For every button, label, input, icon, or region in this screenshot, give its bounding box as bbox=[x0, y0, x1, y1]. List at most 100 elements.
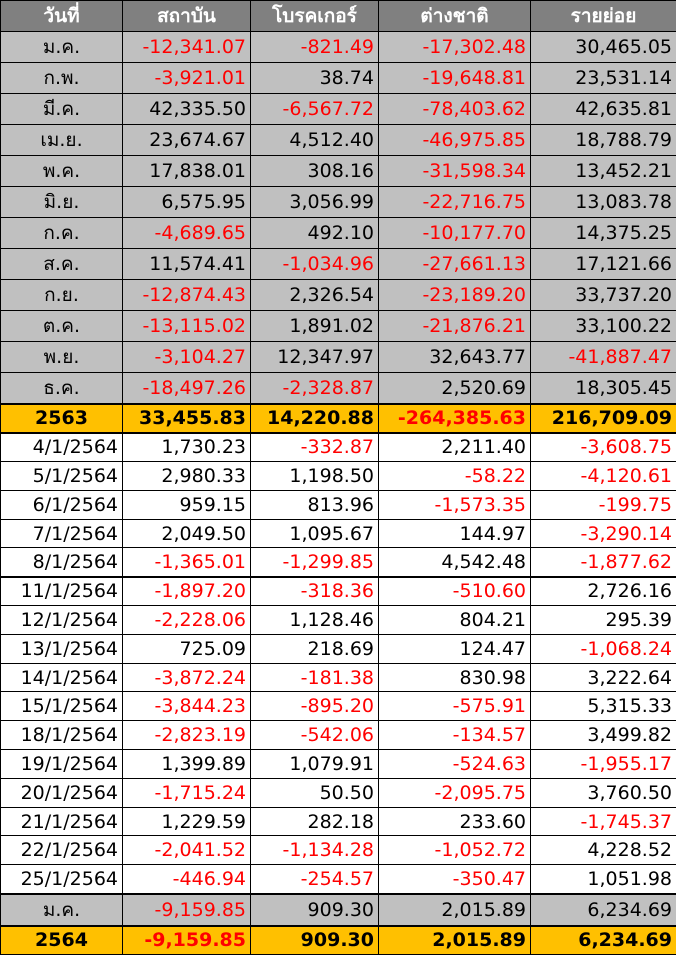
cell-value: -4,120.61 bbox=[531, 462, 676, 491]
row-label: 7/1/2564 bbox=[1, 519, 123, 548]
cell-value: 909.30 bbox=[251, 926, 379, 955]
cell-value: -3,290.14 bbox=[531, 519, 676, 548]
row-label: เม.ย. bbox=[1, 125, 123, 156]
cell-value: -542.06 bbox=[251, 721, 379, 750]
cell-value: 3,056.99 bbox=[251, 187, 379, 218]
cell-value: 6,234.69 bbox=[531, 894, 676, 926]
cell-value: -9,159.85 bbox=[123, 926, 251, 955]
cell-value: 3,760.50 bbox=[531, 778, 676, 807]
cell-value: -181.38 bbox=[251, 663, 379, 692]
cell-value: -199.75 bbox=[531, 490, 676, 519]
cell-value: -12,874.43 bbox=[123, 280, 251, 311]
cell-value: 1,891.02 bbox=[251, 311, 379, 342]
cell-value: 1,730.23 bbox=[123, 433, 251, 462]
cell-value: 2,015.89 bbox=[379, 894, 531, 926]
cell-value: 2,211.40 bbox=[379, 433, 531, 462]
row-label: 13/1/2564 bbox=[1, 634, 123, 663]
cell-value: 1,229.59 bbox=[123, 807, 251, 836]
row-label: ม.ค. bbox=[1, 32, 123, 63]
cell-value: 2,326.54 bbox=[251, 280, 379, 311]
cell-value: 725.09 bbox=[123, 634, 251, 663]
cell-value: 3,499.82 bbox=[531, 721, 676, 750]
cell-value: -895.20 bbox=[251, 692, 379, 721]
header-row: วันที่สถาบันโบรคเกอร์ต่างชาติรายย่อย bbox=[1, 1, 676, 32]
column-header: โบรคเกอร์ bbox=[251, 1, 379, 32]
row-label: 5/1/2564 bbox=[1, 462, 123, 491]
cell-value: -9,159.85 bbox=[123, 894, 251, 926]
row-label: ก.ย. bbox=[1, 280, 123, 311]
row-label: ส.ค. bbox=[1, 249, 123, 280]
row-label: 20/1/2564 bbox=[1, 778, 123, 807]
row-label: 2564 bbox=[1, 926, 123, 955]
row-label: 19/1/2564 bbox=[1, 750, 123, 779]
cell-value: -1,877.62 bbox=[531, 548, 676, 577]
cell-value: -134.57 bbox=[379, 721, 531, 750]
row-label: ม.ค. bbox=[1, 894, 123, 926]
cell-value: -58.22 bbox=[379, 462, 531, 491]
cell-value: -17,302.48 bbox=[379, 32, 531, 63]
row-label: พ.ย. bbox=[1, 342, 123, 373]
cell-value: 124.47 bbox=[379, 634, 531, 663]
row-label: 21/1/2564 bbox=[1, 807, 123, 836]
cell-value: 233.60 bbox=[379, 807, 531, 836]
column-header: ต่างชาติ bbox=[379, 1, 531, 32]
cell-value: -3,921.01 bbox=[123, 63, 251, 94]
row-label: ต.ค. bbox=[1, 311, 123, 342]
cell-value: -1,715.24 bbox=[123, 778, 251, 807]
cell-value: 33,100.22 bbox=[531, 311, 676, 342]
cell-value: 804.21 bbox=[379, 606, 531, 635]
cell-value: 2,726.16 bbox=[531, 577, 676, 606]
cell-value: -2,228.06 bbox=[123, 606, 251, 635]
cell-value: 4,228.52 bbox=[531, 836, 676, 865]
cell-value: 1,095.67 bbox=[251, 519, 379, 548]
cell-value: -1,068.24 bbox=[531, 634, 676, 663]
cell-value: -1,745.37 bbox=[531, 807, 676, 836]
cell-value: 42,635.81 bbox=[531, 94, 676, 125]
cell-value: 830.98 bbox=[379, 663, 531, 692]
row-label: 4/1/2564 bbox=[1, 433, 123, 462]
cell-value: -12,341.07 bbox=[123, 32, 251, 63]
cell-value: 1,128.46 bbox=[251, 606, 379, 635]
cell-value: -524.63 bbox=[379, 750, 531, 779]
row-label: 6/1/2564 bbox=[1, 490, 123, 519]
cell-value: 33,737.20 bbox=[531, 280, 676, 311]
cell-value: 12,347.97 bbox=[251, 342, 379, 373]
cell-value: -27,661.13 bbox=[379, 249, 531, 280]
cell-value: 18,305.45 bbox=[531, 373, 676, 405]
cell-value: 2,015.89 bbox=[379, 926, 531, 955]
row-label: 2563 bbox=[1, 404, 123, 433]
row-label: ธ.ค. bbox=[1, 373, 123, 405]
cell-value: 1,198.50 bbox=[251, 462, 379, 491]
cell-value: 6,234.69 bbox=[531, 926, 676, 955]
cell-value: -6,567.72 bbox=[251, 94, 379, 125]
row-label: พ.ค. bbox=[1, 156, 123, 187]
row-label: 8/1/2564 bbox=[1, 548, 123, 577]
cell-value: -1,573.35 bbox=[379, 490, 531, 519]
cell-value: 17,838.01 bbox=[123, 156, 251, 187]
cell-value: -446.94 bbox=[123, 865, 251, 894]
cell-value: 2,980.33 bbox=[123, 462, 251, 491]
cell-value: 218.69 bbox=[251, 634, 379, 663]
cell-value: 33,455.83 bbox=[123, 404, 251, 433]
cell-value: 23,674.67 bbox=[123, 125, 251, 156]
row-label: 18/1/2564 bbox=[1, 721, 123, 750]
cell-value: -18,497.26 bbox=[123, 373, 251, 405]
cell-value: 144.97 bbox=[379, 519, 531, 548]
